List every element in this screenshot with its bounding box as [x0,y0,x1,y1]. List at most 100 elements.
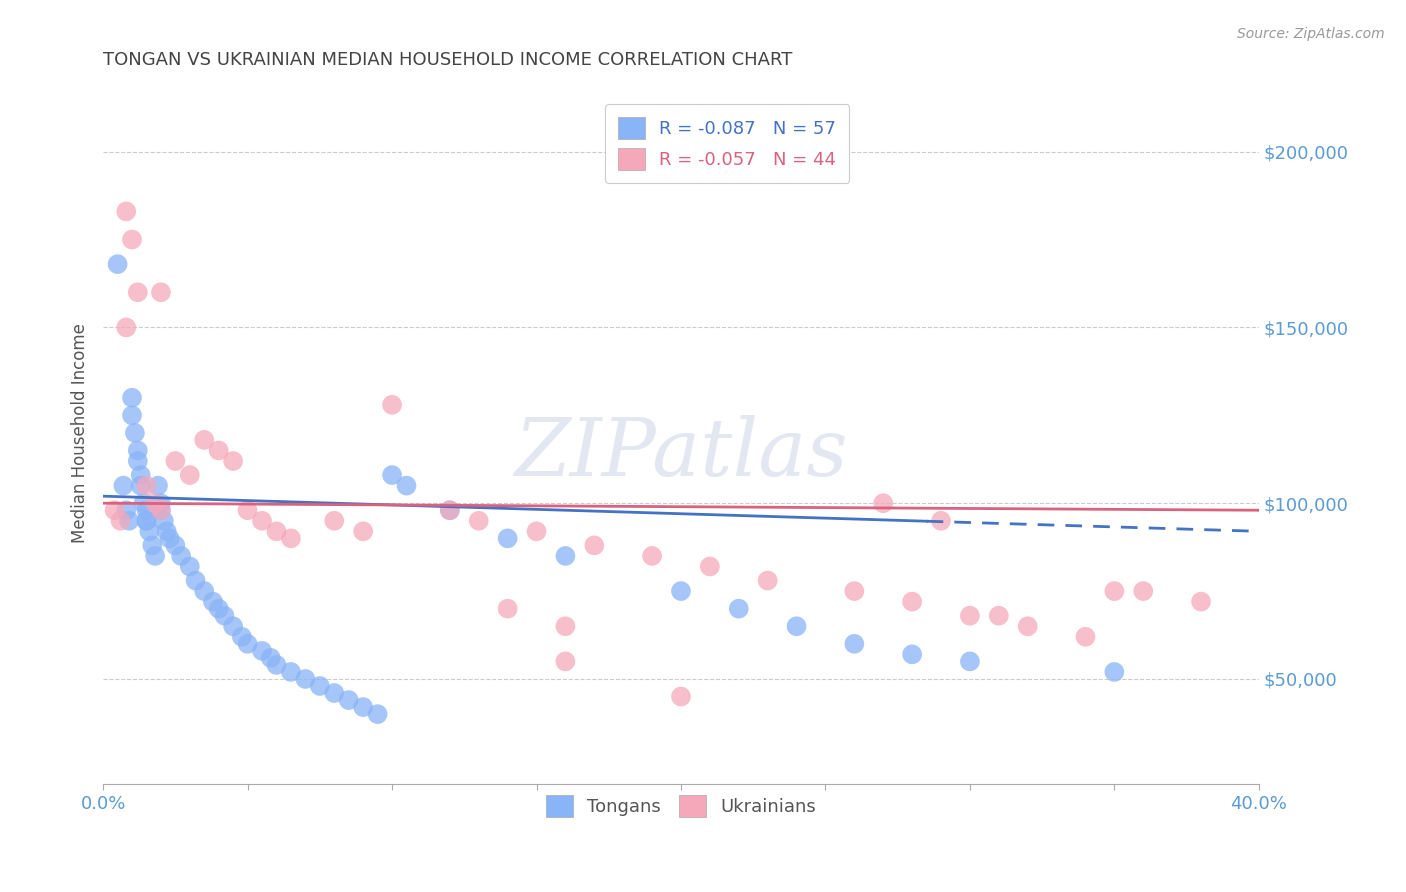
Point [201,594,224,608]
Point [222,454,245,468]
Point [496,601,519,615]
Point [132,496,155,510]
Point [143,496,166,510]
Point [127,285,149,300]
Point [786,619,808,633]
Point [901,594,924,608]
Point [165,538,187,552]
Point [208,601,231,615]
Point [337,693,360,707]
Point [526,524,548,539]
Point [1189,594,1212,608]
Point [699,559,721,574]
Point [727,601,749,615]
Point [124,425,146,440]
Point [367,707,389,722]
Point [129,468,152,483]
Point [872,496,894,510]
Point [112,478,135,492]
Point [127,443,149,458]
Point [987,608,1010,623]
Point [554,549,576,563]
Point [669,584,692,599]
Point [149,285,172,300]
Point [135,478,157,492]
Point [756,574,779,588]
Point [129,478,152,492]
Point [250,644,273,658]
Point [127,454,149,468]
Point [260,651,283,665]
Point [222,619,245,633]
Text: Source: ZipAtlas.com: Source: ZipAtlas.com [1237,27,1385,41]
Point [170,549,193,563]
Point [381,468,404,483]
Point [115,320,138,334]
Point [959,608,981,623]
Point [641,549,664,563]
Point [844,637,866,651]
Point [231,630,253,644]
Point [467,514,489,528]
Point [104,503,127,517]
Point [110,514,132,528]
Text: TONGAN VS UKRAINIAN MEDIAN HOUSEHOLD INCOME CORRELATION CHART: TONGAN VS UKRAINIAN MEDIAN HOUSEHOLD INC… [103,51,793,69]
Point [1074,630,1097,644]
Point [149,496,172,510]
Point [165,454,187,468]
Point [193,584,215,599]
Text: ZIPatlas: ZIPatlas [515,416,848,492]
Point [115,503,138,517]
Point [352,700,374,714]
Point [179,468,201,483]
Point [395,478,418,492]
Point [121,391,143,405]
Point [179,559,201,574]
Point [159,532,181,546]
Point [121,409,143,423]
Point [107,257,129,271]
Point [138,524,160,539]
Point [554,619,576,633]
Point [143,549,166,563]
Point [294,672,316,686]
Point [959,654,981,668]
Point [135,514,157,528]
Point [1104,665,1126,679]
Point [280,532,302,546]
Point [583,538,606,552]
Point [146,478,169,492]
Point [149,503,172,517]
Point [236,637,259,651]
Point [669,690,692,704]
Point [554,654,576,668]
Point [184,574,207,588]
Point [496,532,519,546]
Point [280,665,302,679]
Point [1017,619,1039,633]
Point [156,524,179,539]
Point [439,503,461,517]
Point [901,648,924,662]
Point [352,524,374,539]
Point [153,514,176,528]
Point [214,608,236,623]
Point [308,679,330,693]
Point [118,514,141,528]
Point [929,514,952,528]
Point [1132,584,1154,599]
Point [323,686,346,700]
Point [135,514,157,528]
Point [1104,584,1126,599]
Y-axis label: Median Household Income: Median Household Income [72,323,89,543]
Point [236,503,259,517]
Legend: Tongans, Ukrainians: Tongans, Ukrainians [538,789,824,824]
Point [381,398,404,412]
Point [141,538,163,552]
Point [266,657,288,672]
Point [439,503,461,517]
Point [844,584,866,599]
Point [135,503,157,517]
Point [121,233,143,247]
Point [115,204,138,219]
